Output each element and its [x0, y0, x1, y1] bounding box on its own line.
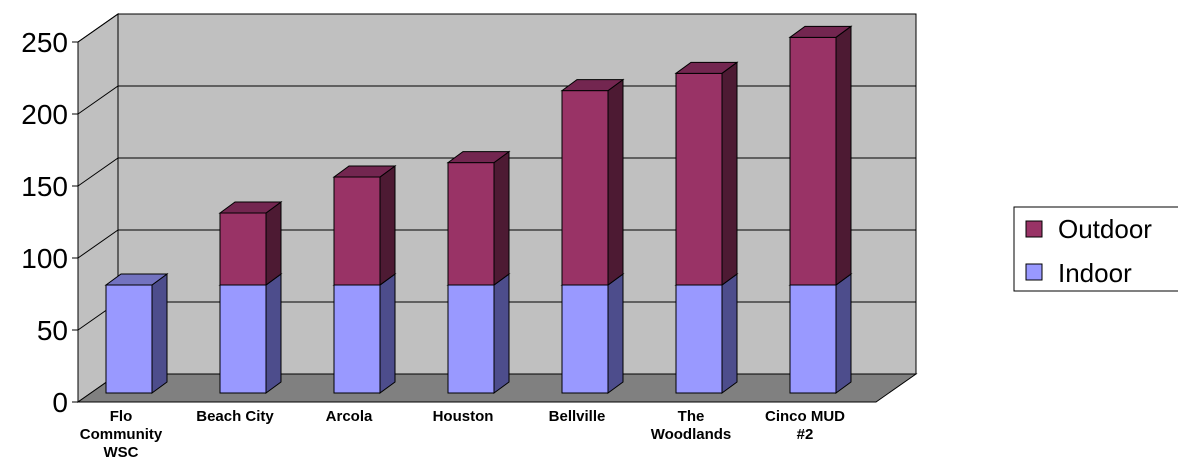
bar-top [446, 151, 511, 164]
bar-front [105, 284, 153, 394]
bar-side [493, 150, 510, 286]
bar-indoor [104, 273, 169, 394]
bar-side [151, 273, 168, 394]
bar-front [447, 162, 495, 286]
bar-indoor [446, 273, 511, 394]
gridlines [72, 13, 916, 403]
gridline [77, 13, 916, 43]
bar-front [333, 176, 381, 286]
bar-front [219, 284, 267, 394]
bar-front [447, 284, 495, 394]
legend: Outdoor Indoor [1013, 206, 1178, 292]
bar-indoor [788, 273, 853, 394]
y-tick-label: 250 [21, 27, 68, 58]
x-tick-label: Bellville [549, 408, 606, 425]
bar-top [332, 165, 397, 178]
y-tick-label: 50 [37, 315, 68, 346]
bar-top [560, 79, 625, 92]
bar-front [675, 284, 723, 394]
y-axis-ticks: 0 50 100 150 200 250 [21, 27, 68, 418]
y-tick-label: 150 [21, 171, 68, 202]
bars [104, 25, 853, 394]
bar-side [265, 201, 282, 286]
bar-outdoor [332, 165, 397, 286]
gridline [77, 157, 916, 187]
bar-side [607, 78, 624, 286]
x-tick-label: Beach City [196, 408, 274, 425]
bar-top [674, 61, 739, 74]
bar-outdoor [788, 25, 853, 286]
x-tick-label: Cinco MUD #2 [765, 408, 845, 443]
bar-side [607, 273, 624, 394]
legend-label-indoor: Indoor [1058, 258, 1132, 288]
bar-side [721, 273, 738, 394]
gridline [77, 85, 916, 115]
bar-front [789, 284, 837, 394]
bar-side [835, 273, 852, 394]
bar-outdoor [446, 150, 511, 286]
bar-indoor [674, 273, 739, 394]
legend-label-outdoor: Outdoor [1058, 214, 1152, 244]
bar-indoor [560, 273, 625, 394]
bar-front [333, 284, 381, 394]
bar-front [561, 284, 609, 394]
x-tick-label: Houston [433, 408, 494, 425]
bar-side [379, 273, 396, 394]
legend-swatch-indoor [1025, 263, 1043, 281]
bar-top [788, 25, 853, 38]
bar-front [789, 36, 837, 286]
bar-indoor [218, 273, 283, 394]
x-tick-label: Arcola [326, 408, 373, 425]
bar-front [561, 90, 609, 286]
bar-side [835, 25, 852, 286]
bar-side [379, 165, 396, 286]
x-tick-label: The Woodlands [651, 408, 732, 443]
y-tick-label: 100 [21, 243, 68, 274]
bar-front [675, 72, 723, 286]
bar-side [265, 273, 282, 394]
bar-top [218, 201, 283, 214]
bar-indoor [332, 273, 397, 394]
bar-outdoor [674, 61, 739, 286]
bar-side [721, 61, 738, 286]
gridline [77, 229, 916, 259]
x-axis-labels: Flo Community WSC Beach City Arcola Houston Be… [80, 408, 845, 461]
y-tick-label: 200 [21, 99, 68, 130]
bar-outdoor [218, 201, 283, 286]
y-tick-label: 0 [52, 387, 68, 418]
bar-outdoor [560, 78, 625, 286]
legend-swatch-outdoor [1025, 220, 1043, 238]
bar-top [104, 273, 169, 286]
bar-side [493, 273, 510, 394]
x-tick-label: Flo Community WSC [80, 408, 163, 461]
bar-front [219, 212, 267, 286]
